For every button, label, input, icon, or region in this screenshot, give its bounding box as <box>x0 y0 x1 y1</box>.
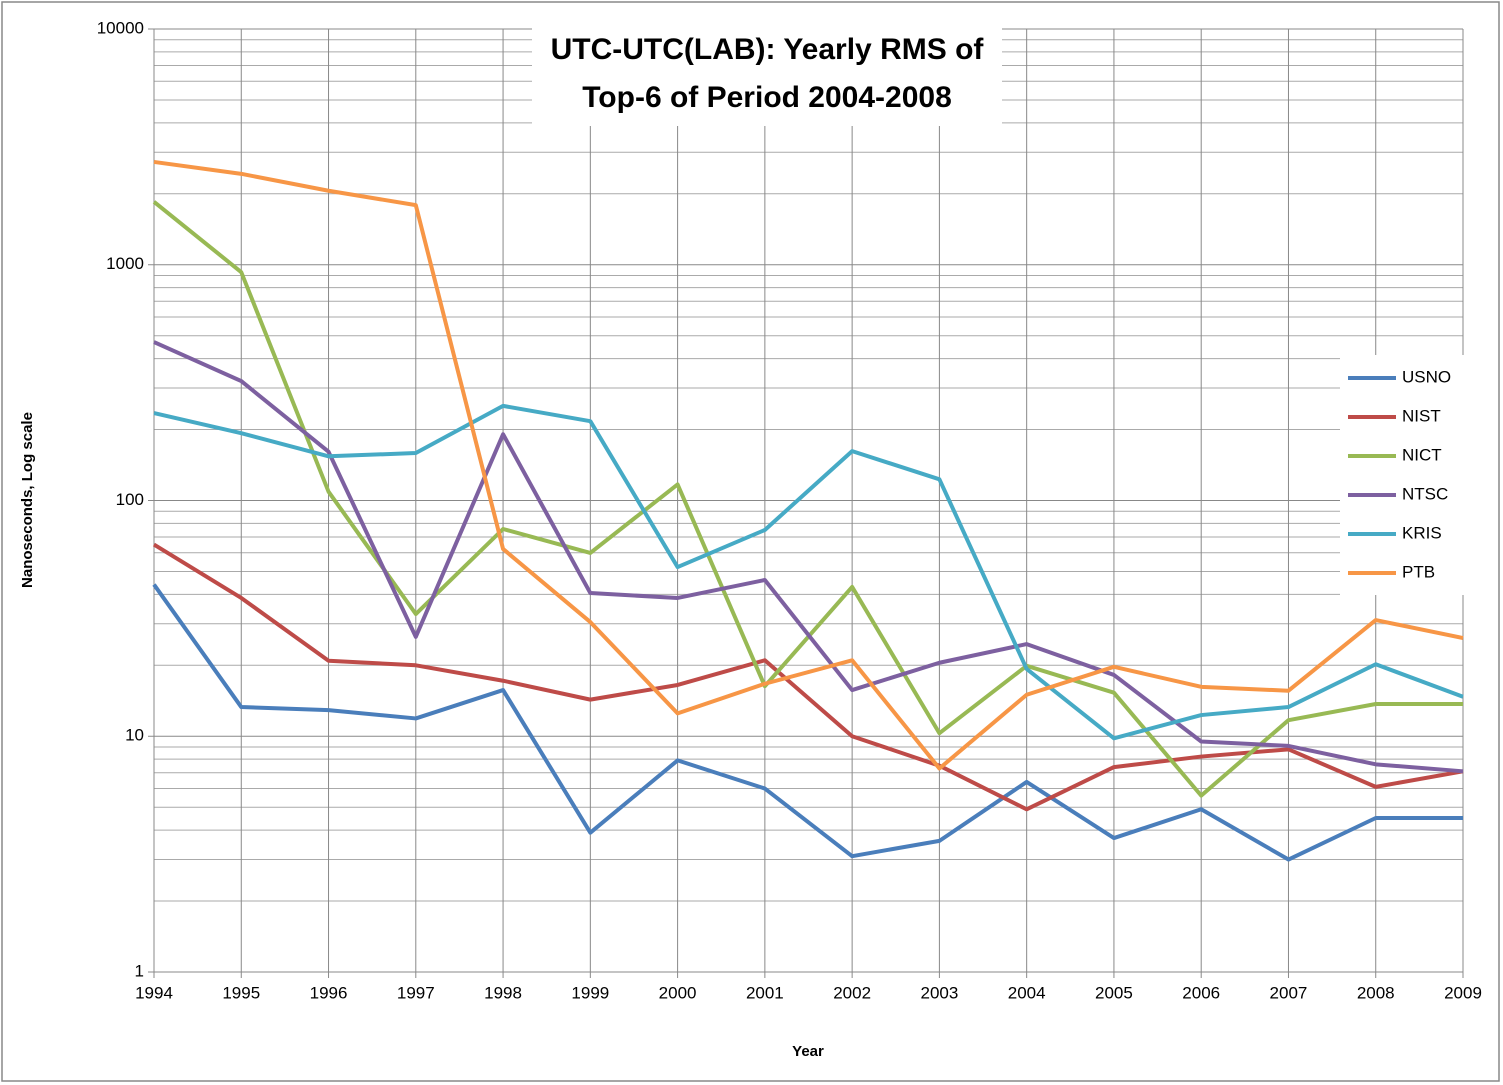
legend-label: PTB <box>1402 562 1435 581</box>
series-line <box>152 583 1463 862</box>
chart-title: UTC-UTC(LAB): Yearly RMS of Top-6 of Per… <box>532 22 1002 126</box>
y-tick-label: 10 <box>125 726 144 745</box>
x-tick-label: 1997 <box>397 983 435 1002</box>
y-tick-label: 1 <box>135 961 144 980</box>
y-axis-label: Nanoseconds, Log scale <box>19 412 36 588</box>
x-tick-label: 1994 <box>135 983 173 1002</box>
x-tick-label: 2003 <box>920 983 958 1002</box>
legend-label: NTSC <box>1402 484 1448 503</box>
x-tick-label: 2002 <box>833 983 871 1002</box>
y-tick-label: 100 <box>116 490 144 509</box>
x-axis-label: Year <box>792 1043 824 1060</box>
legend-label: NICT <box>1402 445 1442 464</box>
series-line <box>153 340 1464 774</box>
series-line <box>152 542 1464 812</box>
series-line <box>153 159 1464 771</box>
legend-label: USNO <box>1402 367 1451 386</box>
series-line <box>153 403 1464 741</box>
x-tick-label: 1996 <box>310 983 348 1002</box>
x-tick-label: 2001 <box>746 983 784 1002</box>
legend-box <box>1340 355 1498 595</box>
x-tick-label: 2006 <box>1182 983 1220 1002</box>
x-tick-label: 2009 <box>1444 983 1482 1002</box>
x-tick-label: 2005 <box>1095 983 1133 1002</box>
legend-label: NIST <box>1402 406 1441 425</box>
legend-label: KRIS <box>1402 523 1442 542</box>
x-tick-label: 2007 <box>1270 983 1308 1002</box>
x-tick-label: 2000 <box>659 983 697 1002</box>
y-tick-label: 10000 <box>97 18 144 37</box>
x-tick-label: 2004 <box>1008 983 1046 1002</box>
x-tick-label: 1995 <box>222 983 260 1002</box>
x-tick-label: 2008 <box>1357 983 1395 1002</box>
x-tick-label: 1999 <box>571 983 609 1002</box>
x-tick-label: 1998 <box>484 983 522 1002</box>
y-tick-label: 1000 <box>106 254 144 273</box>
